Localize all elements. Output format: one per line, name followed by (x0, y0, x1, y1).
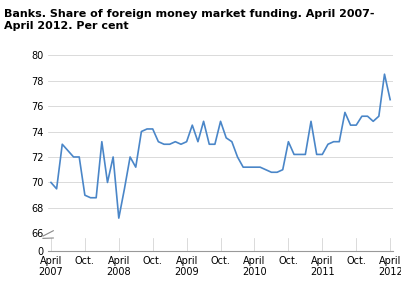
Text: Banks. Share of foreign money market funding. April 2007-
April 2012. Per cent: Banks. Share of foreign money market fun… (4, 9, 375, 31)
